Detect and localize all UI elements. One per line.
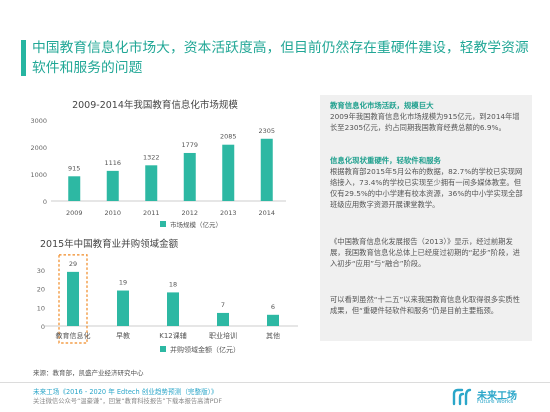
ma-amount-bar	[167, 292, 179, 326]
ma-amount-bar	[217, 312, 229, 326]
market-size-bar	[222, 144, 235, 201]
market-size-bar	[106, 170, 119, 201]
ma-amount-y-tick-label: 10	[37, 304, 45, 312]
logo-subtitle: Future Works	[477, 399, 514, 405]
market-size-legend-label: 市场规模（亿元）	[170, 220, 222, 229]
market-size-data-label: 2305	[258, 127, 275, 135]
market-size-y-tick-label: 0	[43, 198, 47, 206]
market-size-data-label: 2085	[220, 133, 237, 141]
market-size-category-label: 2014	[258, 209, 275, 217]
ma-amount-category-label: 早教	[116, 331, 130, 340]
headline-accent-bar	[21, 40, 26, 76]
market-size-bar	[68, 176, 81, 201]
ma-amount-data-label: 7	[221, 301, 225, 309]
ma-amount-highlight-box	[58, 254, 88, 344]
ma-amount-data-label: 19	[119, 279, 127, 287]
market-size-y-tick-label: 1000	[30, 171, 47, 179]
market-size-y-tick-label: 3000	[30, 117, 47, 125]
footer-report-title: 未来工场《2016 - 2020 年 Edtech 创业趋势预测（完整版）》	[33, 388, 218, 396]
panel-heading-hardware: 信息化现状重硬件，轻软件和服务	[330, 156, 441, 165]
ma-amount-y-tick-label: 0	[41, 323, 45, 331]
market-size-bar	[145, 165, 158, 201]
ma-amount-category-label: 其他	[266, 331, 280, 340]
panel-text-conclusion: 可以看到虽然“十二五”以来我国教育信息化取得很多实质性成果，但“重硬件轻软件和服…	[330, 295, 520, 315]
panel-text-market: 2009年我国教育信息化市场规模为915亿元，到2014年增长至2305亿元，约…	[330, 112, 520, 132]
source-note: 来源：教育部，凯盛产业经济研究中心	[33, 369, 144, 377]
market-size-bar-chart: 0 1000 2000 3000 915 2009 1116 2010 1322 2011 1779…	[30, 117, 286, 229]
market-size-legend-swatch	[160, 221, 166, 227]
market-size-data-label: 915	[68, 164, 80, 172]
market-size-y-tick-label: 2000	[30, 144, 47, 152]
panel-text-report: 《中国教育信息化发展报告（2013）》显示，经过前期发展，我国教育信息化总体上已…	[330, 237, 520, 268]
ma-amount-data-label: 29	[69, 260, 77, 268]
ma-amount-bar-chart: 0 10 20 30 29 教育信息化 19 早教 18 K12课辅 7 职业培训 6 其他并购领域金额（…	[37, 254, 298, 354]
market-size-category-label: 2010	[104, 209, 121, 217]
market-size-bar	[183, 152, 196, 201]
summary-side-panel: 教育信息化市场活跃，规模巨大 2009年我国教育信息化市场规模为915亿元，到2…	[320, 95, 532, 341]
market-size-data-label: 1779	[181, 141, 198, 149]
ma-amount-legend-label: 并购领域金额（亿元）	[170, 345, 240, 354]
footer-download-note: 关注微信公众号“温豪谦”，回复“教育科技报告”下载本报告高清PDF	[33, 398, 223, 405]
ma-amount-category-label: 教育信息化	[56, 331, 91, 340]
ma-amount-bar	[117, 290, 129, 326]
ma-amount-category-label: 职业培训	[209, 331, 237, 340]
ma-amount-category-label: K12课辅	[159, 331, 187, 340]
market-size-category-label: 2013	[220, 209, 237, 217]
ma-amount-legend-swatch	[160, 346, 166, 352]
ma-amount-chart-title: 2015年中国教育业并购领域金额	[40, 239, 179, 250]
panel-text-hardware: 根据教育部2015年5月公布的数据，82.7%的学校已实现网络接入，73.4%的…	[330, 167, 523, 209]
ma-amount-bar	[267, 314, 279, 326]
ma-amount-y-tick-label: 30	[37, 267, 45, 275]
ma-amount-y-tick-label: 20	[37, 286, 45, 294]
market-size-category-label: 2012	[181, 209, 198, 217]
market-size-data-label: 1322	[143, 153, 160, 161]
footer-divider	[0, 382, 550, 383]
market-size-data-label: 1116	[104, 159, 121, 167]
market-size-chart-title: 2009-2014年我国教育信息化市场规模	[72, 100, 238, 111]
panel-heading-market: 教育信息化市场活跃，规模巨大	[330, 101, 434, 110]
slide-headline: 中国教育信息化市场大，资本活跃度高，但目前仍然存在重硬件建设，轻教学资源软件和服…	[32, 40, 529, 76]
market-size-category-label: 2011	[143, 209, 160, 217]
ma-amount-bar	[67, 271, 79, 326]
ma-amount-data-label: 18	[169, 280, 177, 288]
logo-name: 未来工场	[477, 391, 517, 402]
future-works-logo: 未来工场 Future Works	[451, 385, 546, 409]
ma-amount-data-label: 6	[271, 303, 275, 311]
logo-mark-icon	[452, 388, 472, 406]
market-size-category-label: 2009	[66, 209, 83, 217]
market-size-bar	[260, 138, 273, 201]
